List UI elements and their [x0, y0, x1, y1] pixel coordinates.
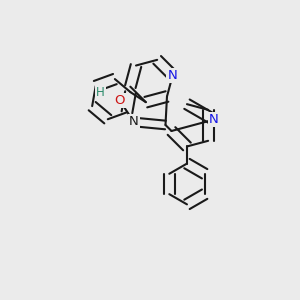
Text: N: N: [168, 69, 178, 82]
Text: H: H: [96, 86, 104, 99]
Text: N: N: [129, 116, 139, 128]
Text: O: O: [114, 94, 125, 107]
Text: N: N: [209, 113, 219, 126]
